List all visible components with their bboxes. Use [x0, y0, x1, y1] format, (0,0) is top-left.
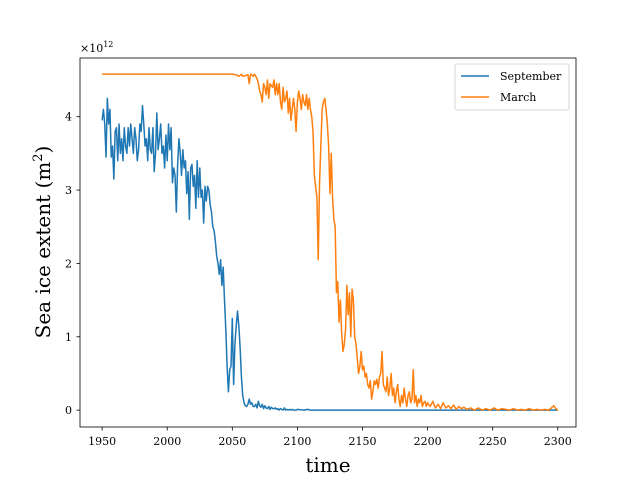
y-multiplier-base: ×10	[80, 42, 103, 55]
x-axis: 1950 2000 2050 2100 2150 2200 2250 2300	[88, 427, 572, 448]
y-multiplier-exponent: 12	[103, 40, 113, 49]
x-tick-label: 2250	[479, 435, 507, 448]
y-multiplier: ×1012	[80, 40, 113, 55]
y-tick-label: 3	[65, 184, 72, 197]
series-line-september	[101, 97, 558, 411]
plot-lines	[101, 73, 559, 411]
y-axis-title-close: )	[31, 146, 55, 154]
legend-label-march: March	[500, 91, 536, 104]
x-tick-label: 2000	[153, 435, 181, 448]
x-axis-title: time	[305, 453, 350, 477]
x-tick-label: 1950	[88, 435, 116, 448]
y-axis-title-main: Sea ice extent (m	[31, 162, 55, 339]
y-tick-label: 1	[65, 331, 72, 344]
y-tick-label: 0	[65, 404, 72, 417]
series-line-march	[102, 73, 559, 411]
legend-label-september: September	[500, 70, 562, 83]
plot-frame	[79, 57, 577, 428]
y-axis-title: Sea ice extent (m2)	[31, 146, 55, 339]
x-tick-label: 2050	[218, 435, 246, 448]
x-tick-label: 2200	[414, 435, 442, 448]
x-tick-label: 2300	[544, 435, 572, 448]
y-tick-label: 4	[65, 111, 72, 124]
x-tick-label: 2100	[283, 435, 311, 448]
x-tick-label: 2150	[348, 435, 376, 448]
y-axis: 0 1 2 3 4	[65, 111, 80, 417]
legend: September March	[454, 63, 570, 111]
y-axis-title-sup: 2	[31, 153, 46, 161]
y-tick-label: 2	[65, 257, 72, 270]
